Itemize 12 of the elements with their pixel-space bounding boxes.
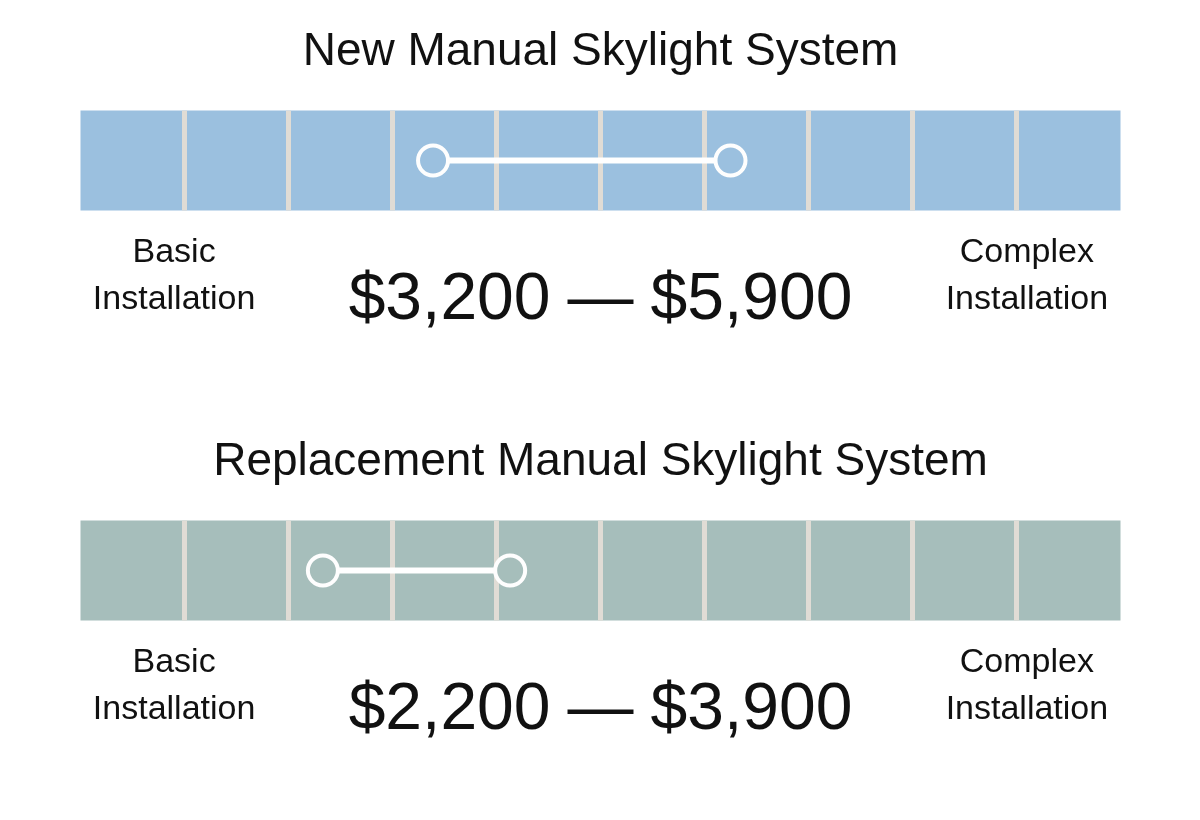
- text: —: [567, 258, 634, 333]
- text: Basic Installation: [92, 230, 256, 316]
- text: —: [567, 668, 634, 743]
- text: Replacement Manual Skylight System: [213, 432, 988, 485]
- text: Complex Installation: [945, 640, 1109, 726]
- text: New Manual Skylight System: [302, 22, 899, 75]
- data-label: $3,200: [348, 258, 551, 333]
- data-label: $2,200: [348, 668, 551, 743]
- text: Basic Installation: [92, 640, 256, 726]
- data-label: $3,900: [650, 668, 853, 743]
- text: Complex Installation: [945, 230, 1109, 316]
- data-label: $5,900: [650, 258, 853, 333]
